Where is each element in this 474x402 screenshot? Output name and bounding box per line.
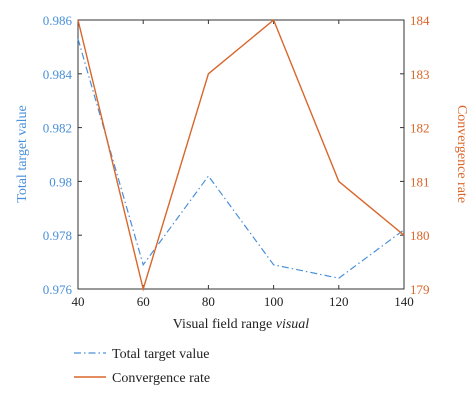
plot-frame: [77, 19, 405, 290]
left-tick-label: 0.984: [43, 67, 73, 82]
right-tick-label: 183: [410, 67, 430, 82]
right-tick-label: 184: [410, 13, 430, 28]
legend-label-convergence-rate: Convergence rate: [112, 371, 210, 386]
x-tick-label: 100: [264, 294, 284, 309]
x-tick-label: 80: [202, 294, 215, 309]
x-tick-label: 120: [329, 294, 349, 309]
left-tick-label: 0.976: [43, 282, 73, 297]
x-axis-label: Visual field range visual: [173, 317, 310, 332]
left-tick-label: 0.978: [43, 228, 72, 243]
right-tick-label: 179: [410, 282, 430, 297]
x-axis-ticks: 40 60 80 100 120 140: [72, 20, 414, 309]
left-tick-label: 0.982: [43, 121, 72, 136]
legend: Total target value Convergence rate: [74, 347, 210, 386]
x-tick-label: 60: [137, 294, 150, 309]
left-axis-ticks: 0.976 0.978 0.98 0.982 0.984 0.986: [43, 13, 82, 297]
legend-label-total-target-value: Total target value: [112, 347, 210, 362]
series-line-total-target-value: [77, 38, 405, 279]
series-layer: [77, 18, 405, 292]
right-tick-label: 181: [410, 174, 430, 189]
x-tick-label: 140: [394, 294, 414, 309]
right-tick-label: 180: [410, 228, 430, 243]
right-tick-label: 182: [410, 121, 430, 136]
right-axis-ticks: 179 180 181 182 183 184: [400, 13, 430, 297]
right-axis-label: Convergence rate: [454, 105, 469, 203]
series-line-convergence-rate: [77, 18, 405, 292]
left-tick-label: 0.98: [49, 174, 72, 189]
left-tick-label: 0.986: [43, 13, 73, 28]
x-tick-label: 40: [72, 294, 85, 309]
left-axis-label: Total target value: [15, 105, 30, 203]
